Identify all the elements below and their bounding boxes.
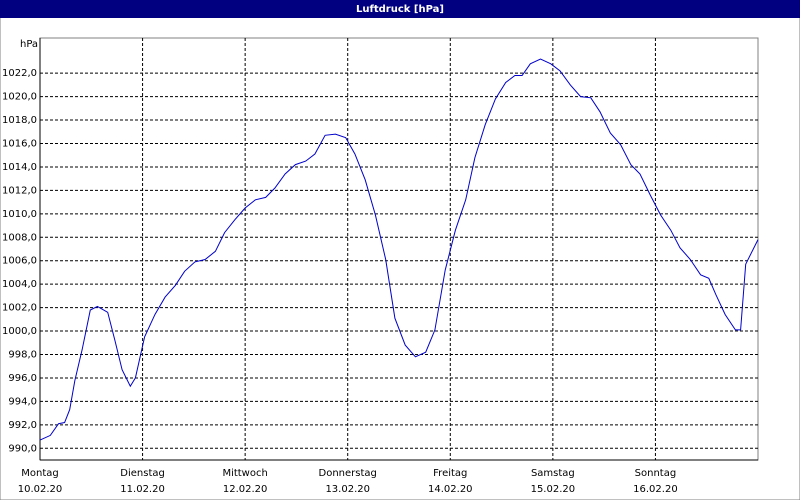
y-tick-label: 1000,0 [2, 326, 37, 337]
y-tick-label: 1004,0 [2, 279, 37, 290]
y-tick-label: 990,0 [8, 443, 37, 454]
x-tick-label: Donnerstag [319, 468, 377, 479]
y-tick-label: 1012,0 [2, 185, 37, 196]
x-tick-label: Sonntag [635, 468, 677, 479]
y-tick-label: 992,0 [8, 420, 37, 431]
x-tick-date: 15.02.20 [531, 484, 576, 495]
y-tick-label: 1008,0 [2, 232, 37, 243]
x-tick-label: Freitag [433, 468, 467, 479]
x-tick-label: Mittwoch [222, 468, 267, 479]
y-tick-label: 998,0 [8, 350, 37, 361]
y-tick-label: 1018,0 [2, 115, 37, 126]
y-tick-label: 1010,0 [2, 209, 37, 220]
x-tick-date: 14.02.20 [428, 484, 473, 495]
x-tick-date: 13.02.20 [325, 484, 370, 495]
x-tick-date: 12.02.20 [223, 484, 268, 495]
x-tick-date: 16.02.20 [633, 484, 678, 495]
x-tick-label: Montag [21, 468, 58, 479]
x-tick-date: 10.02.20 [18, 484, 63, 495]
y-tick-label: 1006,0 [2, 256, 37, 267]
y-axis-label: hPa [20, 39, 38, 50]
x-tick-date: 11.02.20 [120, 484, 165, 495]
y-tick-label: 1022,0 [2, 68, 37, 79]
y-tick-label: 996,0 [8, 373, 37, 384]
x-tick-label: Samstag [531, 468, 575, 479]
y-tick-label: 1014,0 [2, 162, 37, 173]
title-bar [0, 0, 800, 18]
y-tick-label: 994,0 [8, 396, 37, 407]
y-tick-label: 1016,0 [2, 139, 37, 150]
y-tick-label: 1020,0 [2, 92, 37, 103]
y-tick-label: 1002,0 [2, 303, 37, 314]
x-tick-label: Dienstag [120, 468, 165, 479]
line-series [39, 58, 759, 441]
chart-title: Luftdruck [hPa] [356, 4, 444, 15]
plot-area [39, 37, 759, 461]
